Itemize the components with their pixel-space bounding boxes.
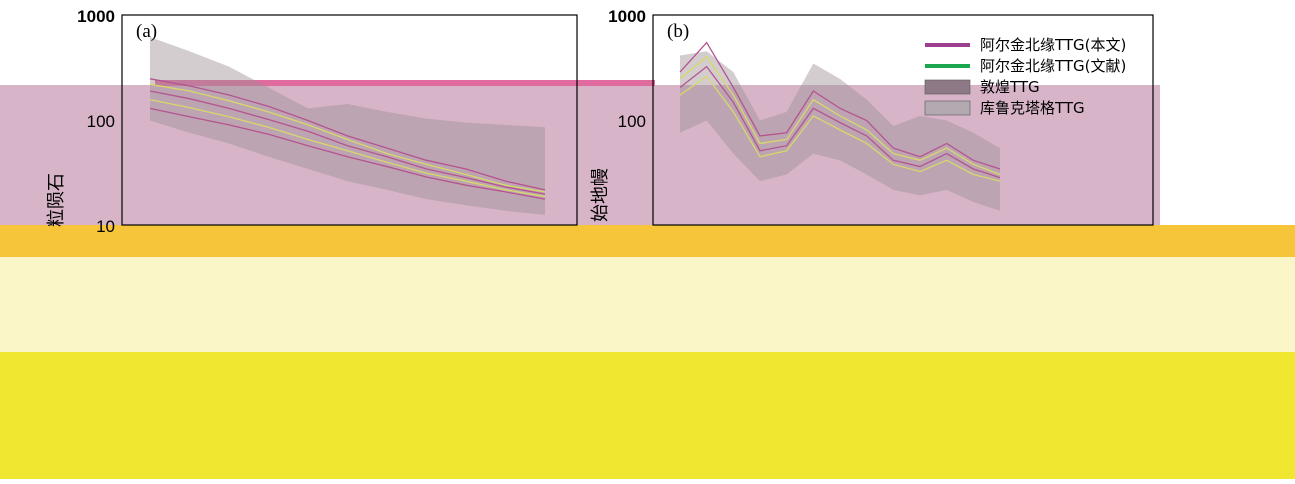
series-line-3 bbox=[679, 75, 1001, 182]
series-line-2 bbox=[679, 65, 1001, 179]
series-line-1 bbox=[149, 83, 546, 193]
panel-a-ytick-100: 100 bbox=[87, 112, 115, 131]
panel-a-frame bbox=[121, 14, 578, 226]
panel-b-ytick-100: 100 bbox=[618, 112, 646, 131]
panel-a-ytick-10: 10 bbox=[96, 217, 115, 236]
yellow-band bbox=[0, 352, 1295, 479]
orange-band bbox=[0, 225, 1295, 257]
legend-swatch-kuruktag bbox=[924, 100, 971, 116]
panel-a-label: (a) bbox=[136, 21, 157, 42]
legend-label-dunhuang: 敦煌TTG bbox=[980, 78, 1040, 96]
legend-swatch-dunhuang bbox=[924, 79, 971, 95]
legend-label-this-study: 阿尔金北缘TTG(本文) bbox=[980, 36, 1126, 54]
panel-a-ylabel: 粒陨石 bbox=[46, 173, 67, 227]
panel-a bbox=[149, 37, 546, 216]
legend-label-kuruktag: 库鲁克塔格TTG bbox=[980, 99, 1085, 117]
panel-b-label: (b) bbox=[667, 21, 689, 42]
series-line-0 bbox=[149, 78, 546, 191]
envelope-0 bbox=[150, 37, 545, 216]
series-line-1 bbox=[679, 55, 1001, 176]
series-line-4 bbox=[149, 107, 546, 200]
pink-stripe bbox=[155, 80, 655, 86]
envelope-0 bbox=[680, 51, 1000, 211]
panel-b-ylabel: 始地幔 bbox=[590, 168, 611, 222]
panel-b-ytick-1000: 1000 bbox=[608, 7, 646, 26]
legend-label-literature: 阿尔金北缘TTG(文献) bbox=[980, 57, 1126, 75]
series-line-2 bbox=[149, 90, 546, 195]
legend: 阿尔金北缘TTG(本文) 阿尔金北缘TTG(文献) 敦煌TTG 库鲁克塔格TTG bbox=[924, 36, 1126, 117]
series-line-0 bbox=[679, 41, 1001, 170]
panel-b-frame bbox=[652, 14, 1154, 226]
panel-b bbox=[679, 41, 1001, 211]
panel-a-ytick-1000: 1000 bbox=[77, 7, 115, 26]
cream-band bbox=[0, 257, 1295, 352]
series-line-3 bbox=[149, 99, 546, 198]
